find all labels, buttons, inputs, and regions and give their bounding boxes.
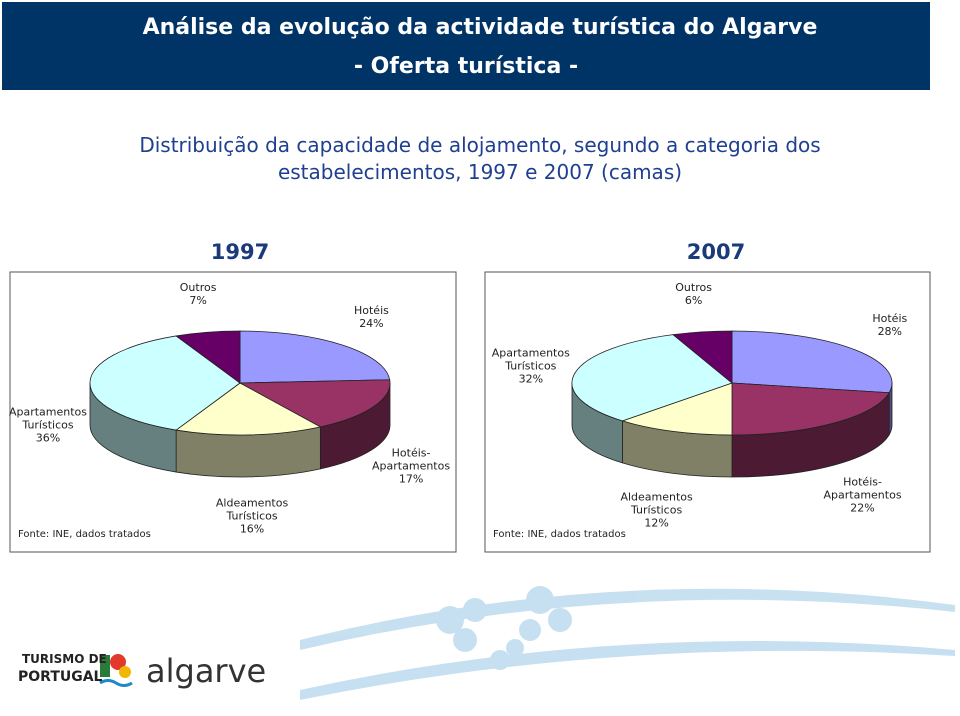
slice-label: Apartamentos Turísticos 32% xyxy=(490,346,572,385)
pie-slice xyxy=(672,330,733,384)
slice-name: Outros xyxy=(179,281,217,295)
slice-value: 16% xyxy=(239,522,265,536)
slice-name: Hotéis xyxy=(872,311,908,325)
chart-title: 1997 xyxy=(211,240,269,264)
logo-icon xyxy=(99,654,133,687)
subtitle: - Oferta turística - xyxy=(354,54,578,79)
slice-value: 28% xyxy=(877,324,903,338)
slice-name: Apartamentos Turísticos xyxy=(491,346,570,373)
slice-name: Hotéis xyxy=(353,303,389,317)
slice-name: Hotéis-Apartamentos xyxy=(823,475,902,502)
slice-value: 22% xyxy=(850,501,875,515)
header-bar xyxy=(2,2,930,90)
pie-slice xyxy=(238,379,391,428)
source: Fonte: INE, dados tratados xyxy=(493,529,626,540)
logo-word: algarve xyxy=(146,652,266,690)
logo-text: TURISMO DE xyxy=(22,652,107,666)
slice-name: Hotéis-Apartamentos xyxy=(372,446,451,473)
slice-label: Apartamentos Turísticos 36% xyxy=(7,406,89,445)
slice-name: Aldeamentos Turísticos xyxy=(215,496,289,523)
slice-label: Outros 6% xyxy=(653,281,735,307)
slice-name: Apartamentos Turísticos xyxy=(8,405,88,432)
slice-name: Outros xyxy=(675,280,712,294)
slice-value: 6% xyxy=(684,293,703,307)
chart-frame xyxy=(9,271,457,553)
slice-value: 17% xyxy=(398,472,424,486)
slice-value: 36% xyxy=(35,431,61,445)
pie-slice xyxy=(731,382,890,436)
slice-value: 12% xyxy=(644,516,669,530)
pie-slice xyxy=(731,330,893,394)
slice-label: Hotéis-Apartamentos 17% xyxy=(370,447,452,486)
slice-value: 7% xyxy=(189,294,207,308)
logo-text: PORTUGAL xyxy=(18,669,103,685)
slice-label: Hotéis-Apartamentos 22% xyxy=(822,476,904,515)
source: Fonte: INE, dados tratados xyxy=(18,529,151,540)
pie-slice xyxy=(89,335,241,431)
pie-slice xyxy=(175,330,241,384)
chart-title: 2007 xyxy=(687,240,745,264)
slice-value: 32% xyxy=(518,372,544,386)
pie-slice xyxy=(571,334,733,422)
slice-label: Aldeamentos Turísticos 12% xyxy=(616,490,698,529)
pie-slice xyxy=(621,382,733,436)
chart-frame xyxy=(484,271,931,553)
slice-label: Aldeamentos Turísticos 16% xyxy=(211,496,293,535)
slice-value: 24% xyxy=(359,316,384,330)
decoration xyxy=(300,586,955,700)
slice-label: Hotéis 24% xyxy=(330,304,412,330)
slice-label: Hotéis 28% xyxy=(849,312,931,338)
slice-name: Aldeamentos Turísticos xyxy=(620,490,693,517)
pie-slice xyxy=(175,382,322,436)
title: Análise da evolução da actividade turíst… xyxy=(143,15,818,40)
heading: Distribuição da capacidade de alojamento… xyxy=(139,133,821,184)
pie-slice xyxy=(239,330,391,384)
slice-label: Outros 7% xyxy=(157,281,239,307)
